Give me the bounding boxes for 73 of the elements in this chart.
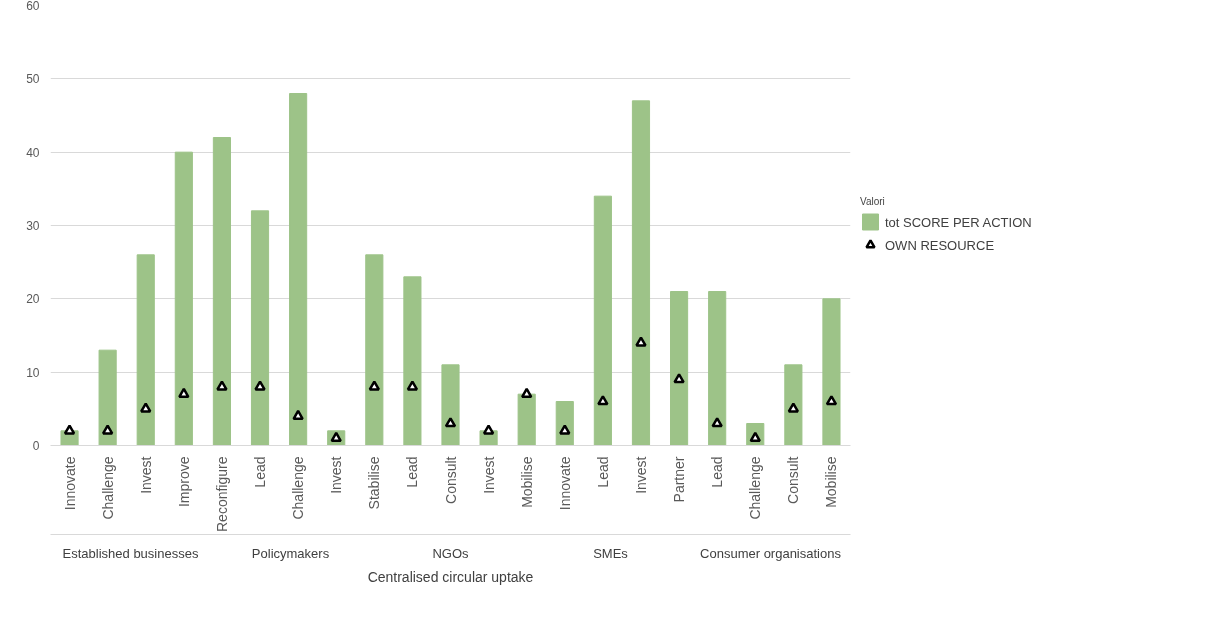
- bar: [593, 195, 612, 446]
- y-tick-label: 40: [26, 145, 40, 160]
- x-tick-label: Reconfigure: [213, 456, 230, 532]
- x-tick-label: Lead: [404, 456, 421, 488]
- point: [559, 424, 571, 435]
- x-tick-label: Improve: [175, 456, 192, 508]
- x-tick-label: Challenge: [290, 456, 307, 520]
- text: Consumer organisations: [700, 545, 842, 561]
- point: [711, 417, 723, 428]
- x-tick-label: Challenge: [747, 456, 764, 520]
- x-axis-title: Centralised circular uptake: [367, 568, 534, 585]
- point: [254, 380, 266, 391]
- point: [63, 424, 76, 435]
- x-tick-label: Invest: [632, 456, 649, 494]
- bar: [517, 393, 536, 446]
- bar: [555, 401, 574, 446]
- point: [444, 417, 457, 428]
- x-tick-label: Invest: [480, 456, 497, 494]
- y-tick-label: 0: [32, 439, 40, 453]
- text: Policymakers: [251, 545, 330, 561]
- text: SMEs: [593, 545, 629, 561]
- text: NGOs: [432, 545, 470, 561]
- y-tick-label: 20: [26, 292, 40, 307]
- x-tick-label: Lead: [252, 456, 269, 488]
- y-tick-label: 10: [26, 365, 40, 380]
- bar: [631, 100, 651, 446]
- bar: [708, 291, 727, 446]
- x-tick-label: Stabilise: [366, 456, 383, 510]
- x-tick-label: Lead: [709, 456, 726, 488]
- bar: [289, 93, 308, 446]
- x-tick-label: Consult: [442, 456, 459, 504]
- bar: [212, 137, 231, 446]
- bar: [670, 291, 689, 446]
- point: [597, 395, 609, 406]
- x-tick-label: Innovate: [61, 456, 78, 511]
- bar: [365, 254, 384, 446]
- x-tick-label: Invest: [328, 456, 345, 494]
- x-tick-label: Innovate: [556, 456, 573, 511]
- point: [368, 380, 381, 391]
- bar: [403, 276, 422, 446]
- point: [178, 387, 190, 399]
- bar: [784, 364, 803, 446]
- bar: [174, 151, 193, 446]
- y-tick-label: 30: [26, 219, 40, 233]
- legend-label: OWN RESOURCE: [885, 237, 995, 252]
- bar: [250, 210, 270, 446]
- point: [139, 402, 152, 413]
- legend-title: Valori: [860, 195, 886, 207]
- x-tick-label: Consult: [785, 456, 802, 504]
- point: [520, 387, 533, 399]
- point: [673, 373, 685, 384]
- point: [406, 380, 419, 391]
- legend-label: tot SCORE PER ACTION: [885, 214, 1032, 229]
- point: [635, 336, 647, 347]
- point: [292, 409, 304, 421]
- y-tick-label: 60: [26, 0, 40, 13]
- bar: [98, 349, 117, 446]
- x-tick-label: Mobilise: [518, 456, 535, 508]
- text: Established businesses: [62, 545, 199, 561]
- point: [482, 424, 495, 435]
- x-tick-label: Challenge: [99, 456, 116, 520]
- point: [101, 424, 114, 435]
- x-tick-label: Partner: [671, 456, 688, 503]
- bar: [136, 254, 155, 446]
- y-tick-label: 50: [26, 72, 40, 87]
- x-tick-label: Lead: [594, 456, 611, 488]
- bar: [822, 298, 841, 446]
- point: [825, 395, 838, 406]
- point: [216, 380, 228, 391]
- point: [787, 402, 800, 413]
- bar: [441, 364, 460, 446]
- x-tick-label: Mobilise: [823, 456, 840, 508]
- x-tick-label: Invest: [137, 456, 154, 494]
